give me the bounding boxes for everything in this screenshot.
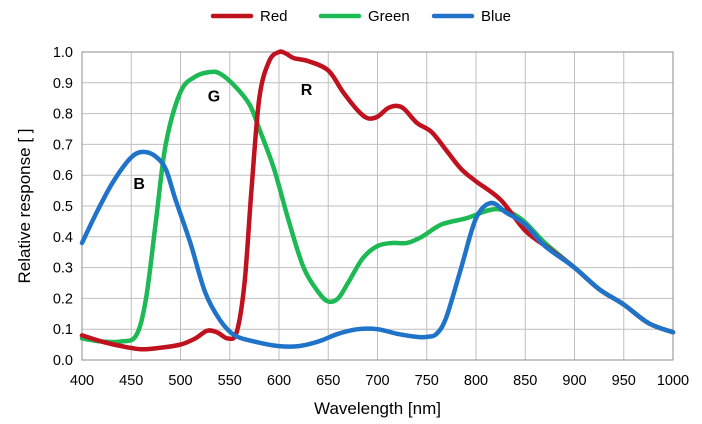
y-axis-title: Relative response [ ]: [15, 129, 34, 284]
x-tick-label: 900: [562, 373, 586, 389]
y-tick-label: 0.9: [53, 76, 73, 92]
legend[interactable]: Red Green Blue: [210, 8, 511, 25]
x-tick-label: 850: [513, 373, 537, 389]
legend-item-red[interactable]: Red: [210, 8, 288, 25]
x-axis-title: Wavelength [nm]: [314, 399, 441, 418]
axes: 400 450 500 550 600 650 700 750 800 850 900 950 1000…: [53, 45, 689, 389]
x-tick-label: 400: [70, 373, 94, 389]
annotation-b: B: [133, 176, 145, 193]
y-tick-label: 0.8: [53, 107, 73, 123]
legend-label-green: Green: [368, 8, 410, 25]
legend-label-blue: Blue: [481, 8, 511, 25]
x-tick-label: 700: [365, 373, 389, 389]
y-tick-label: 0.1: [53, 322, 73, 338]
y-tick-label: 0.6: [53, 168, 73, 184]
x-tick-label: 750: [415, 373, 439, 389]
legend-item-blue[interactable]: Blue: [431, 8, 511, 25]
grid: [81, 51, 674, 361]
y-tick-label: 0.0: [53, 353, 73, 369]
x-tick-label: 450: [119, 373, 143, 389]
y-tick-label: 1.0: [53, 45, 73, 61]
series-lines: [79, 49, 676, 352]
x-tick-label: 1000: [657, 373, 689, 389]
y-tick-label: 0.5: [53, 199, 73, 215]
x-tick-label: 950: [612, 373, 636, 389]
y-tick-label: 0.3: [53, 261, 73, 277]
legend-label-red: Red: [260, 8, 288, 25]
y-tick-label: 0.2: [53, 291, 73, 307]
annotation-r: R: [301, 82, 313, 99]
x-tick-label: 600: [267, 373, 291, 389]
annotations: B G R: [133, 82, 312, 193]
annotation-g: G: [208, 88, 220, 105]
y-tick-label: 0.4: [53, 230, 73, 246]
legend-item-green[interactable]: Green: [318, 8, 410, 25]
plot-border: [81, 51, 674, 361]
x-tick-label: 500: [168, 373, 192, 389]
x-tick-label: 800: [464, 373, 488, 389]
x-tick-label: 650: [316, 373, 340, 389]
series-line-blue: [79, 149, 676, 349]
y-tick-label: 0.7: [53, 137, 73, 153]
x-tick-label: 550: [218, 373, 242, 389]
